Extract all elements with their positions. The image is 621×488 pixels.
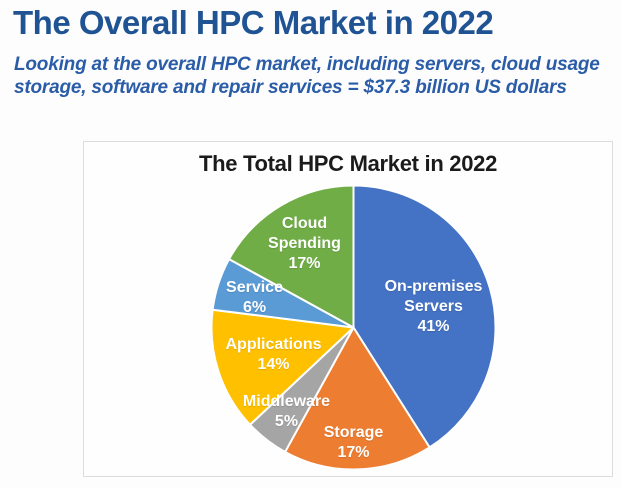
pie-svg xyxy=(210,184,497,471)
chart-panel: The Total HPC Market in 2022 On-premises… xyxy=(83,141,613,477)
pie-slice-cloud-spending xyxy=(228,184,355,329)
page-subtitle-line-2: storage, software and repair services = … xyxy=(14,77,567,98)
page-title: The Overall HPC Market in 2022 xyxy=(13,4,494,41)
pie-slice-applications xyxy=(210,308,355,426)
page-subtitle-line-1: Looking at the overall HPC market, inclu… xyxy=(14,54,600,75)
page-subtitle: Looking at the overall HPC market, inclu… xyxy=(14,53,621,99)
pie-slice-storage xyxy=(284,326,431,471)
chart-title: The Total HPC Market in 2022 xyxy=(198,151,498,176)
